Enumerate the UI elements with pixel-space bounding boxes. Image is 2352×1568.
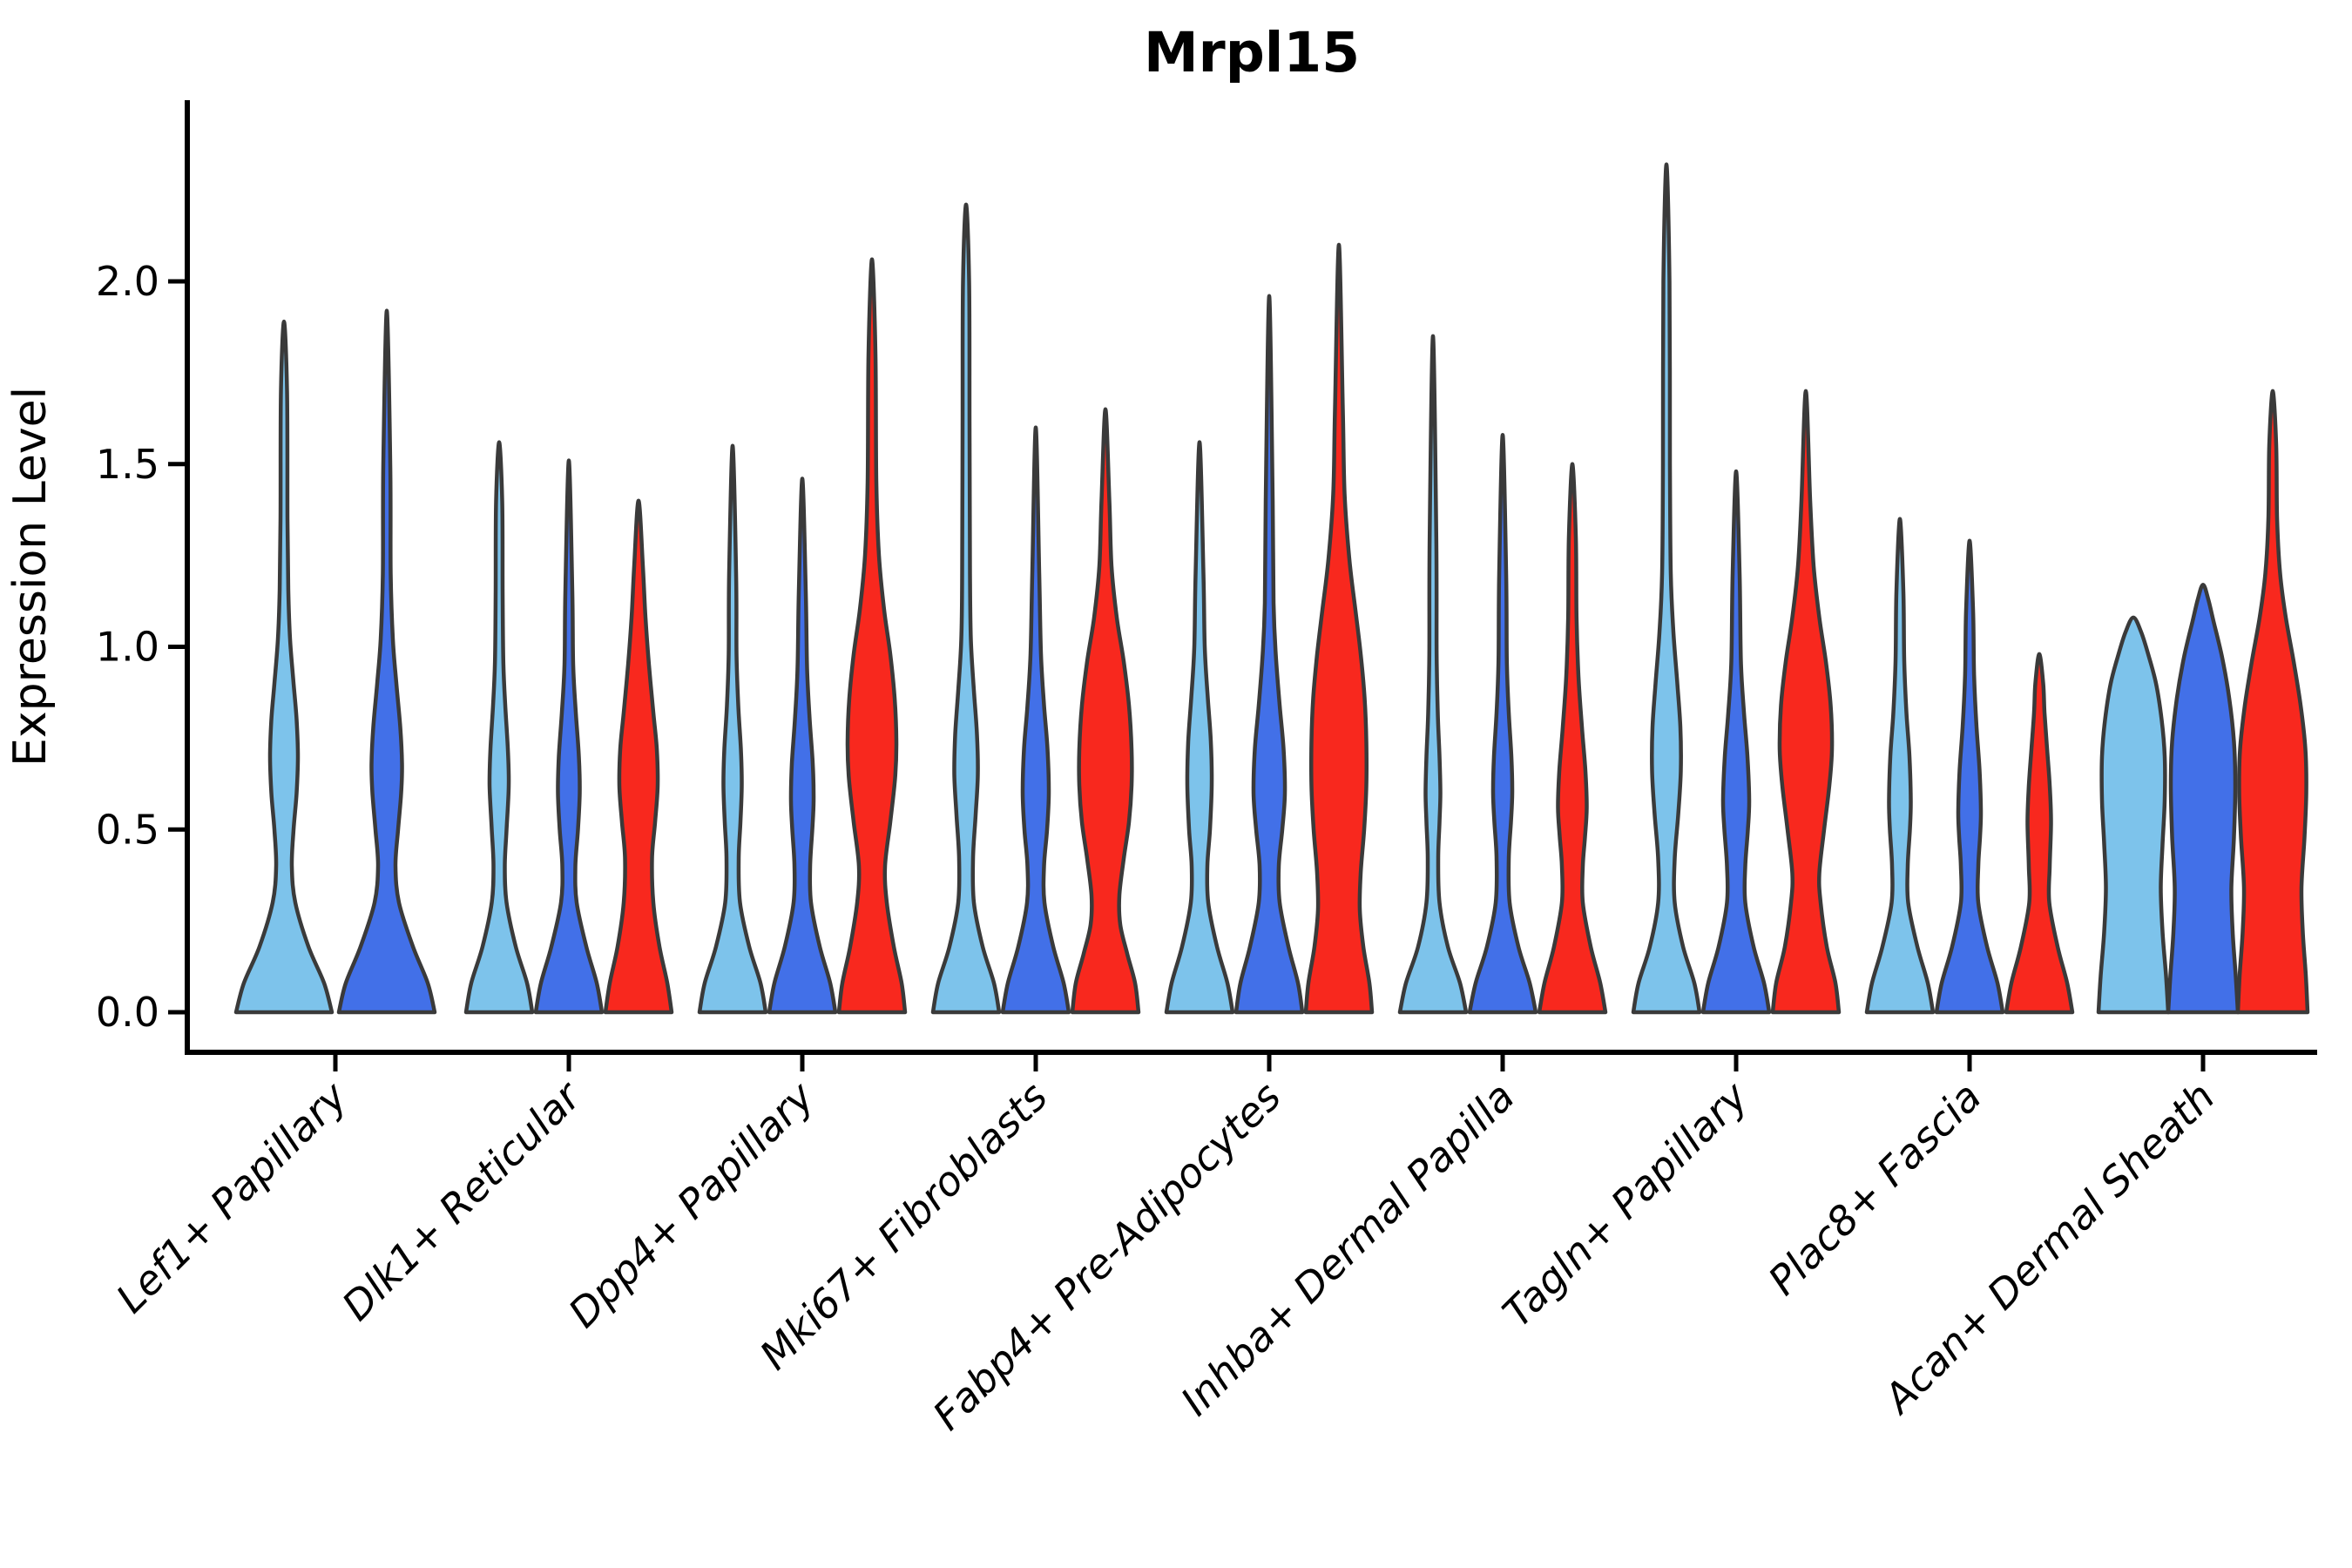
- x-tick-label: Lef1+ Papillary: [107, 1072, 356, 1321]
- violin-tagln-papillary-light-blue: [1631, 162, 1702, 1015]
- violin-lef1-papillary-blue: [336, 308, 437, 1015]
- violin-mki67-fibroblasts-blue: [1000, 425, 1071, 1015]
- x-tick-label: Plac8+ Fascia: [1759, 1073, 1990, 1304]
- violin-mki67-fibroblasts-red: [1070, 407, 1141, 1015]
- violin-inhba-dermal-papilla-light-blue: [1397, 334, 1469, 1015]
- violin-dlk1-reticular-light-blue: [463, 440, 535, 1015]
- x-tick-label: Tagln+ Papillary: [1493, 1072, 1757, 1336]
- violin-dlk1-reticular-red: [603, 498, 674, 1015]
- violin-tagln-papillary-blue: [1700, 469, 1772, 1015]
- y-tick-label: 0.0: [96, 989, 159, 1036]
- violin-mki67-fibroblasts-light-blue: [930, 202, 1002, 1015]
- y-tick-label: 2.0: [96, 258, 159, 305]
- violin-dpp4-papillary-blue: [767, 476, 838, 1015]
- violin-plac8-fascia-red: [2004, 652, 2075, 1015]
- violin-plac8-fascia-blue: [1934, 538, 2005, 1015]
- violin-lef1-papillary-light-blue: [233, 319, 335, 1015]
- violin-dpp4-papillary-red: [836, 257, 908, 1015]
- y-tick-label: 1.5: [96, 441, 159, 488]
- violin-fabp4-pre-adipocytes-red: [1303, 242, 1375, 1015]
- violin-inhba-dermal-papilla-blue: [1467, 432, 1538, 1015]
- violin-acan-dermal-sheath-blue: [2166, 582, 2240, 1015]
- violin-tagln-papillary-red: [1770, 389, 1842, 1015]
- violins-layer: [233, 162, 2310, 1015]
- y-axis-label: Expression Level: [4, 387, 57, 767]
- violin-dpp4-papillary-light-blue: [697, 443, 768, 1015]
- violin-plac8-fascia-light-blue: [1864, 517, 1936, 1015]
- violin-dlk1-reticular-blue: [533, 458, 605, 1015]
- violin-acan-dermal-sheath-light-blue: [2096, 615, 2171, 1015]
- plot-title: Mrpl15: [1144, 21, 1360, 84]
- violin-inhba-dermal-papilla-red: [1537, 462, 1608, 1015]
- violin-acan-dermal-sheath-red: [2235, 389, 2310, 1015]
- violin-fabp4-pre-adipocytes-blue: [1233, 294, 1305, 1015]
- x-tick-label: Dlk1+ Reticular: [333, 1071, 591, 1329]
- violin-fabp4-pre-adipocytes-light-blue: [1164, 440, 1235, 1015]
- x-tick-label: Dpp4+ Papillary: [559, 1072, 823, 1336]
- y-tick-label: 0.5: [96, 806, 159, 853]
- axes-spines: [185, 100, 2317, 1055]
- y-tick-label: 1.0: [96, 624, 159, 671]
